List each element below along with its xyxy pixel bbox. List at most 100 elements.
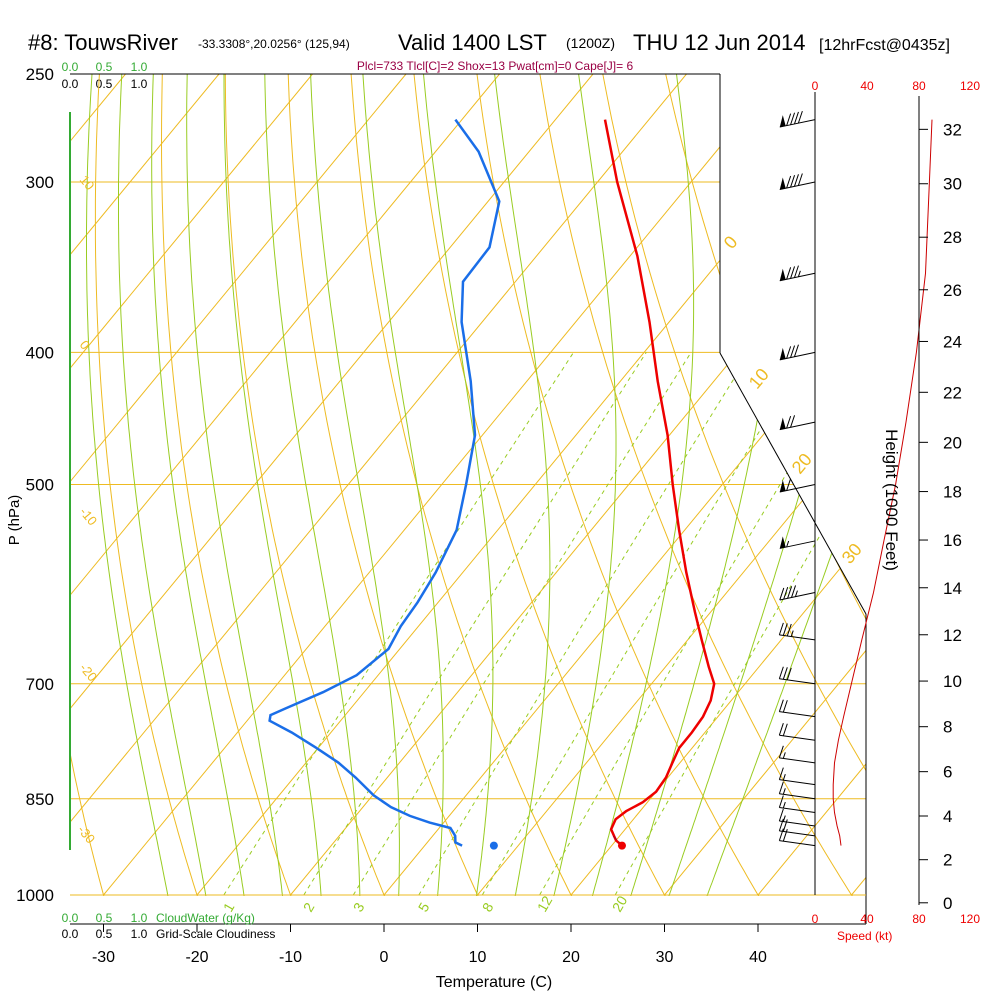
surface-dewpoint-marker xyxy=(489,841,498,850)
wind-barb xyxy=(778,781,816,800)
valid-time: Valid 1400 LST xyxy=(398,30,547,55)
pressure-tick-label: 500 xyxy=(26,476,54,495)
pressure-tick-label: 250 xyxy=(26,65,54,84)
moist-adiabat-line xyxy=(118,74,212,896)
speed-tick: 40 xyxy=(860,912,874,926)
pressure-tick-label: 1000 xyxy=(16,886,54,905)
moist-adiabat-line xyxy=(151,74,249,896)
pressure-axis: 250 300 400 500 700 850 1000 xyxy=(16,65,54,905)
dry-adiabat-label: 10 xyxy=(745,364,773,392)
mixing-ratio-line xyxy=(481,352,808,896)
top-cloudiness-tick: 1.0 xyxy=(131,77,148,91)
top-cloudiness-scale: 0.0 0.5 1.0 xyxy=(62,77,148,91)
mixing-ratio-label: 20 xyxy=(609,893,631,915)
wind-barb xyxy=(778,808,816,827)
wind-barb xyxy=(778,723,816,741)
bottom-cloudiness-tick: 0.5 xyxy=(96,927,113,941)
moist-adiabat-line xyxy=(310,74,400,896)
height-tick-label: 16 xyxy=(943,531,962,550)
moist-adiabat-line xyxy=(658,74,866,896)
surface-temperature-marker xyxy=(617,841,626,850)
temperature-tick-label: 20 xyxy=(562,949,580,966)
mixing-ratio-line xyxy=(352,352,692,896)
speed-scale-top: 0 40 80 120 xyxy=(812,79,981,93)
isotherm-line xyxy=(70,74,687,896)
thermo-diagram-lines xyxy=(70,74,866,896)
moist-adiabat-line xyxy=(494,74,551,896)
speed-scale-label: Speed (kt) xyxy=(837,929,892,943)
temperature-profile-line xyxy=(603,119,716,847)
speed-tick: 0 xyxy=(812,912,819,926)
plot-frame xyxy=(70,73,867,925)
wind-barb xyxy=(779,173,816,190)
temperature-tick-label: 0 xyxy=(380,949,389,966)
dry-adiabat-line xyxy=(70,74,113,896)
top-cloudiness-tick: 0.5 xyxy=(96,77,113,91)
temperature-tick-label: 10 xyxy=(469,949,487,966)
dry-adiabat-line xyxy=(597,74,866,896)
height-tick-label: 6 xyxy=(943,763,952,782)
wind-barb xyxy=(779,536,816,549)
bottom-cloudwater-tick: 1.0 xyxy=(131,911,148,925)
moist-adiabat-line xyxy=(223,74,324,896)
dry-adiabat-line xyxy=(224,74,397,896)
dry-adiabat-line xyxy=(349,74,587,896)
speed-tick: 40 xyxy=(860,79,874,93)
speed-tick: 80 xyxy=(912,79,926,93)
wind-barb xyxy=(779,110,816,128)
moist-adiabat-line xyxy=(584,74,695,896)
wind-barb xyxy=(779,415,816,431)
moist-adiabat-line xyxy=(423,74,494,896)
top-cloudwater-scale: 0.0 0.5 1.0 xyxy=(62,60,148,74)
mixing-ratio-label: 3 xyxy=(350,900,368,915)
moist-adiabat-line xyxy=(86,74,174,896)
bottom-cloud-scale: 0.0 0.5 1.0 CloudWater (g/Kg) 0.0 0.5 1.… xyxy=(62,911,276,941)
dry-adiabat-line xyxy=(473,74,776,896)
valid-zulu: (1200Z) xyxy=(566,35,615,51)
height-tick-label: 28 xyxy=(943,228,962,247)
dry-adiabat-label: 30 xyxy=(838,539,866,567)
mixing-ratio-label: 2 xyxy=(300,900,318,915)
cloudwater-scale-label: CloudWater (g/Kg) xyxy=(156,911,255,925)
station-coords: -33.3308°,20.0256° (125,94) xyxy=(198,37,350,51)
dry-adiabat-label: 20 xyxy=(788,449,816,477)
pressure-tick-label: 300 xyxy=(26,173,54,192)
isotherm-line xyxy=(664,74,866,896)
height-tick-label: 4 xyxy=(943,807,952,826)
wind-barb xyxy=(779,585,816,601)
top-cloudiness-tick: 0.0 xyxy=(62,77,79,91)
sounding-profiles xyxy=(268,118,716,850)
isotherm-line xyxy=(70,74,407,896)
height-tick-label: 20 xyxy=(943,433,962,452)
temperature-axis-title: Temperature (C) xyxy=(436,974,552,991)
temperature-tick-label: 40 xyxy=(749,949,767,966)
isotherm-line xyxy=(383,74,866,896)
wind-barb xyxy=(778,699,816,718)
pressure-tick-label: 400 xyxy=(26,343,54,362)
temperature-tick-label: -10 xyxy=(279,949,302,966)
pressure-axis-title: P (hPa) xyxy=(6,495,23,546)
height-tick-label: 8 xyxy=(943,718,952,737)
temperature-tick-label: -30 xyxy=(92,949,115,966)
top-cloudwater-tick: 1.0 xyxy=(131,60,148,74)
height-tick-label: 2 xyxy=(943,851,952,870)
moist-adiabat-line xyxy=(264,74,361,896)
dry-adiabat-label: 0 xyxy=(720,232,742,253)
temperature-axis: -30 -20 -10 0 10 20 30 40 xyxy=(92,924,767,966)
wind-barbs xyxy=(778,110,816,847)
stability-indices: Plcl=733 Tlcl[C]=2 Shox=13 Pwat[cm]=0 Ca… xyxy=(357,59,634,73)
dry-adiabat-line xyxy=(94,74,207,896)
isotherm-line xyxy=(70,74,313,896)
mixing-ratio-label: 12 xyxy=(534,893,556,915)
moist-adiabat-line xyxy=(621,74,787,896)
isotherm-line xyxy=(103,74,781,896)
speed-tick: 80 xyxy=(912,912,926,926)
speed-tick-extra: 120 xyxy=(960,79,980,93)
isotherm-line xyxy=(757,74,866,896)
temperature-tick-label: -20 xyxy=(185,949,208,966)
bottom-cloudwater-tick: 0.5 xyxy=(96,911,113,925)
height-tick-label: 26 xyxy=(943,281,962,300)
wind-barb xyxy=(778,828,816,847)
